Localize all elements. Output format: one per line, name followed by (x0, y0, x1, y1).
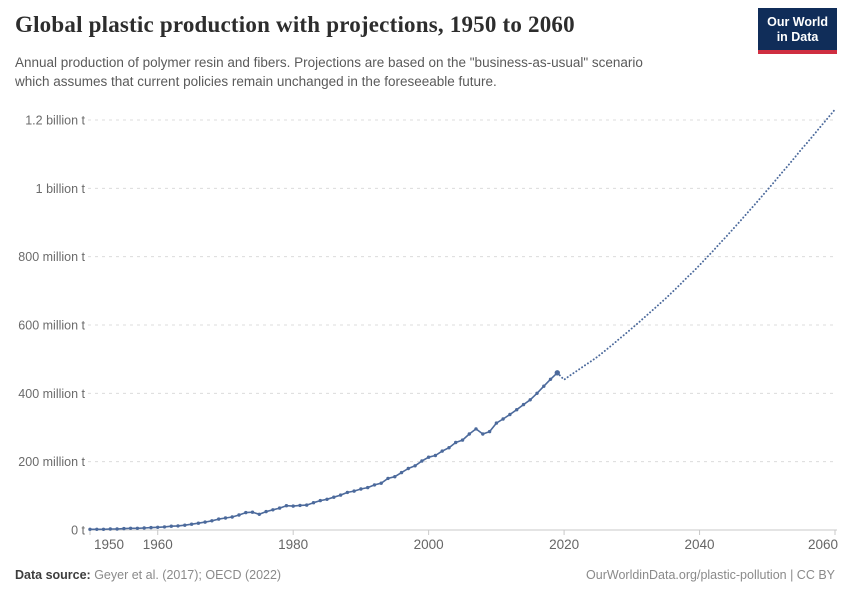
owid-logo-line2: in Data (776, 30, 819, 44)
owid-credit-link[interactable]: OurWorldinData.org/plastic-pollution | C… (586, 568, 835, 582)
owid-logo-line1: Our World (767, 15, 828, 29)
svg-text:0 t: 0 t (71, 524, 85, 538)
chart-subtitle-line1: Annual production of polymer resin and f… (15, 55, 643, 70)
data-source-value: Geyer et al. (2017); OECD (2022) (90, 568, 282, 582)
svg-text:200 million t: 200 million t (18, 455, 85, 469)
svg-text:1960: 1960 (143, 537, 173, 552)
data-source-note: Data source: Geyer et al. (2017); OECD (… (15, 568, 281, 582)
svg-text:2020: 2020 (549, 537, 579, 552)
svg-text:2040: 2040 (685, 537, 715, 552)
chart-title: Global plastic production with projectio… (15, 12, 575, 37)
chart-subtitle: Annual production of polymer resin and f… (15, 53, 643, 91)
svg-text:1 billion t: 1 billion t (36, 182, 86, 196)
svg-text:2060: 2060 (808, 537, 838, 552)
svg-text:1980: 1980 (278, 537, 308, 552)
svg-text:800 million t: 800 million t (18, 250, 85, 264)
svg-text:1.2 billion t: 1.2 billion t (25, 114, 85, 128)
svg-text:2000: 2000 (414, 537, 444, 552)
owid-logo[interactable]: Our World in Data (758, 8, 837, 54)
chart-subtitle-line2: which assumes that current policies rema… (15, 74, 497, 89)
svg-text:600 million t: 600 million t (18, 319, 85, 333)
svg-text:400 million t: 400 million t (18, 387, 85, 401)
data-source-label: Data source: (15, 568, 91, 582)
svg-text:1950: 1950 (94, 537, 124, 552)
